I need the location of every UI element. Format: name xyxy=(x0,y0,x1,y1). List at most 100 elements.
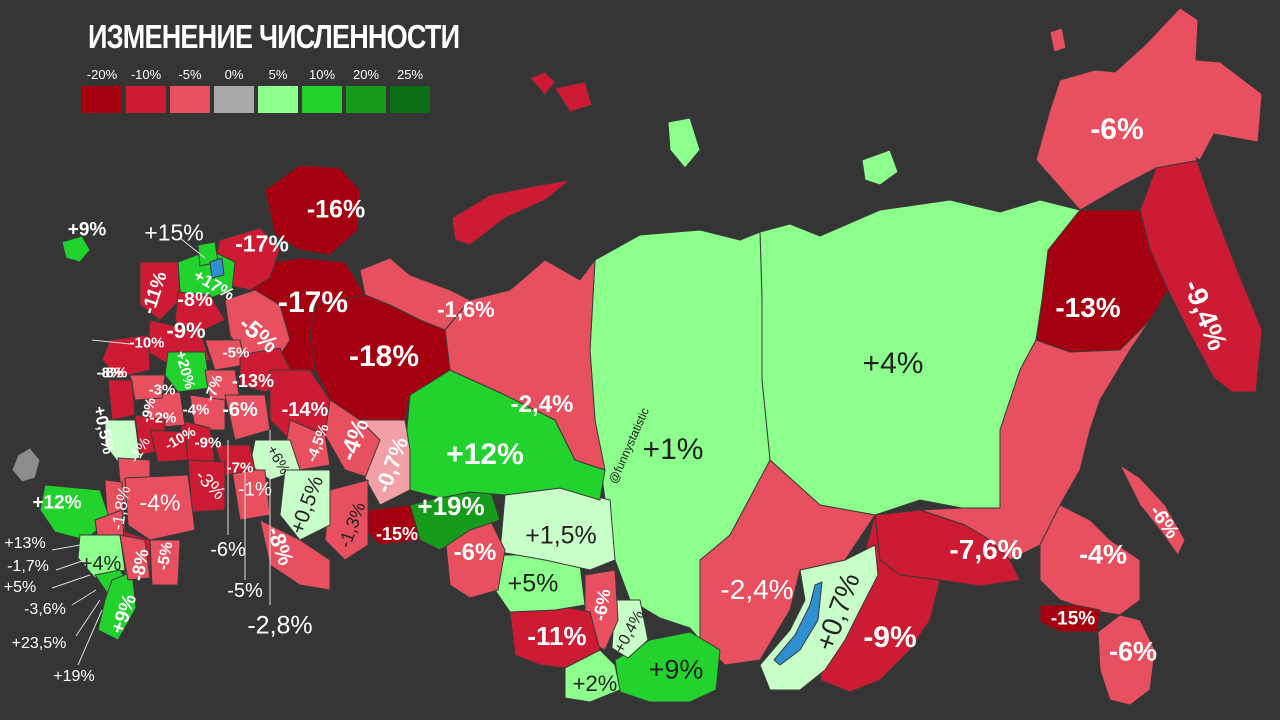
legend-label: 5% xyxy=(268,67,288,82)
value-label-kurgan: -15% xyxy=(375,524,419,544)
value-label-yaroslavl: -5% xyxy=(222,344,250,362)
value-label-altai-rep: +2% xyxy=(572,671,618,696)
value-label-bryansk: -8% xyxy=(100,364,128,382)
region-franz-josef-2[interactable] xyxy=(554,81,593,113)
value-label-khabarovsk: -7,6% xyxy=(949,534,1023,565)
value-label-jewish: -15% xyxy=(1050,608,1096,630)
value-label-tomsk: +1,5% xyxy=(525,521,597,550)
region-novosibirsk-islands[interactable] xyxy=(861,149,899,186)
value-label-kbr-callout: +5% xyxy=(3,579,37,596)
region-kamchatka[interactable] xyxy=(1139,157,1263,393)
value-label-kaliningrad: +9% xyxy=(67,219,107,241)
value-label-kaluga: -3% xyxy=(148,381,176,399)
legend-item: 20% xyxy=(346,66,386,113)
region-tyva[interactable] xyxy=(614,631,721,703)
value-label-yanao: -2,4% xyxy=(510,391,574,418)
region-severnaya-zemlya[interactable] xyxy=(667,117,701,169)
callout-line-spb xyxy=(179,237,206,259)
legend-label: -20% xyxy=(86,67,118,82)
legend-swatch xyxy=(82,86,122,113)
region-jewish-amur-east[interactable] xyxy=(1039,504,1141,616)
region-primorye[interactable] xyxy=(1097,614,1156,706)
value-label-saratov: -4% xyxy=(139,489,181,516)
value-label-magadan: -13% xyxy=(1055,292,1121,323)
value-label-yakutia: +4% xyxy=(862,347,924,380)
lake-baikal xyxy=(773,581,823,666)
value-label-zabaykalsky: -9% xyxy=(863,621,917,654)
legend-item: -5% xyxy=(170,66,210,113)
region-sakhalin[interactable] xyxy=(1119,464,1186,556)
value-label-ulyanovsk: -7% xyxy=(226,459,254,477)
value-label-nenets: -1,6% xyxy=(437,297,495,322)
value-label-komi: -18% xyxy=(348,340,420,373)
legend-label: 25% xyxy=(396,67,424,82)
value-label-omsk: -6% xyxy=(453,539,497,566)
value-label-tula: -2% xyxy=(149,409,177,427)
region-pskov[interactable] xyxy=(139,261,181,321)
region-novaya-zemlya[interactable] xyxy=(451,179,571,246)
region-murmansk[interactable] xyxy=(264,164,361,256)
value-label-chuvashia-callout: -5% xyxy=(227,580,263,602)
value-label-primorye: -6% xyxy=(1108,636,1158,667)
value-label-karelia2: -8% xyxy=(96,364,124,382)
value-label-chechnya-callout: +23,5% xyxy=(11,635,67,652)
value-label-tyva: +9% xyxy=(648,654,704,685)
legend-item: 0% xyxy=(214,66,254,113)
legend-swatch xyxy=(126,86,166,113)
region-bashkortostan[interactable] xyxy=(279,469,331,541)
value-label-kostroma: -13% xyxy=(231,371,275,391)
legend-item: -10% xyxy=(126,66,166,113)
legend-label: 0% xyxy=(224,67,244,82)
region-moscow-obl[interactable] xyxy=(164,351,211,393)
callout-line-caucasus-6 xyxy=(77,609,103,666)
region-bryansk[interactable] xyxy=(107,379,136,421)
lake-ladoga xyxy=(209,257,225,279)
region-crimea[interactable] xyxy=(11,447,41,483)
region-chelyabinsk[interactable] xyxy=(324,479,369,561)
value-label-spb: +15% xyxy=(144,219,204,246)
region-yanao[interactable] xyxy=(444,259,606,471)
value-label-ryazan: -9% xyxy=(194,434,222,452)
callout-line-caucasus-3 xyxy=(51,574,91,589)
value-label-tyumen: +19% xyxy=(417,491,485,521)
legend-swatch xyxy=(170,86,210,113)
legend-swatch xyxy=(302,86,342,113)
region-chukotka[interactable] xyxy=(1035,7,1263,211)
region-astrakhan[interactable] xyxy=(149,539,181,586)
callout-line-caucasus-4 xyxy=(71,589,97,606)
legend-label: 10% xyxy=(308,67,336,82)
region-kalmykia[interactable] xyxy=(119,534,151,581)
region-franz-josef[interactable] xyxy=(529,71,556,96)
value-label-chukotka: -6% xyxy=(1090,113,1144,146)
region-wrangel[interactable] xyxy=(1049,27,1067,53)
value-label-khmao: +12% xyxy=(446,438,524,471)
region-novgorod[interactable] xyxy=(174,291,226,333)
value-label-nizhny: -6% xyxy=(222,399,258,421)
region-vladimir[interactable] xyxy=(189,394,226,431)
region-smolensk[interactable] xyxy=(101,334,151,379)
value-label-mari-callout: -2,8% xyxy=(247,611,313,640)
legend-swatch xyxy=(258,86,298,113)
legend-label: -5% xyxy=(178,67,202,82)
region-khakassia[interactable] xyxy=(611,599,649,659)
region-saratov[interactable] xyxy=(124,474,196,541)
legend-label: -10% xyxy=(130,67,162,82)
value-label-adygea-callout: +13% xyxy=(4,535,46,552)
value-label-samara: -1% xyxy=(238,479,272,501)
value-label-tver: -9% xyxy=(166,318,206,343)
value-label-krasnoyarsk: +1% xyxy=(642,433,704,466)
value-label-karelia: -17% xyxy=(235,230,289,257)
region-kaliningrad[interactable] xyxy=(61,235,91,263)
region-sverdlovsk[interactable] xyxy=(359,419,411,506)
callout-line-caucasus-5 xyxy=(75,599,101,637)
value-label-vladimir: -4% xyxy=(182,401,210,419)
legend-item: 25% xyxy=(390,66,430,113)
legend-swatch xyxy=(346,86,386,113)
legend-swatch xyxy=(390,86,430,113)
value-label-altai-krai: -11% xyxy=(527,621,587,651)
value-label-novosibirsk: +5% xyxy=(507,569,559,598)
value-label-krasnodar: +12% xyxy=(32,492,82,514)
value-label-ingushetia-callout: +19% xyxy=(53,668,95,685)
